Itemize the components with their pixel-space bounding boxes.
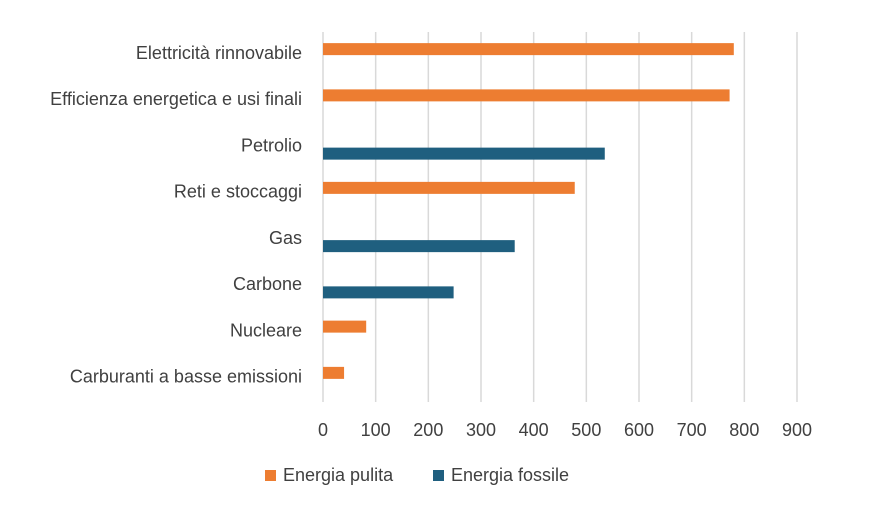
- legend: Energia pulita Energia fossile: [265, 465, 569, 485]
- category-label: Elettricità rinnovabile: [136, 43, 302, 63]
- x-tick-200: 200: [413, 420, 443, 440]
- gridlines: [322, 32, 798, 402]
- category-label: Reti e stoccaggi: [174, 182, 302, 202]
- x-tick-300: 300: [466, 420, 496, 440]
- x-tick-600: 600: [624, 420, 654, 440]
- bar-energia-pulita: [323, 366, 345, 379]
- legend-swatch-energia-fossile: [433, 470, 444, 481]
- bar-energia-pulita: [323, 181, 575, 194]
- category-label: Nucleare: [230, 320, 302, 340]
- category-label: Petrolio: [241, 135, 302, 155]
- bar-energia-pulita: [323, 320, 367, 333]
- x-tick-700: 700: [677, 420, 707, 440]
- bar-energia-pulita: [323, 43, 734, 56]
- bars: [323, 43, 734, 379]
- bar-energia-fossile: [323, 147, 605, 160]
- category-label: Carburanti a basse emissioni: [70, 367, 302, 387]
- x-tick-800: 800: [729, 420, 759, 440]
- x-tick-400: 400: [519, 420, 549, 440]
- category-label: Gas: [269, 228, 302, 248]
- x-tick-labels: 0 100 200 300 400 500 600 700 800 900: [318, 420, 812, 440]
- bar-energia-pulita: [323, 89, 730, 102]
- legend-swatch-energia-pulita: [265, 470, 276, 481]
- bar-energia-fossile: [323, 240, 515, 253]
- x-tick-0: 0: [318, 420, 328, 440]
- x-tick-900: 900: [782, 420, 812, 440]
- category-label: Carbone: [233, 274, 302, 294]
- legend-label-energia-fossile: Energia fossile: [451, 465, 569, 485]
- legend-label-energia-pulita: Energia pulita: [283, 465, 394, 485]
- category-labels: Elettricità rinnovabile Efficienza energe…: [50, 43, 302, 387]
- x-tick-500: 500: [571, 420, 601, 440]
- category-label: Efficienza energetica e usi finali: [50, 89, 302, 109]
- x-tick-100: 100: [361, 420, 391, 440]
- bar-energia-fossile: [323, 286, 454, 299]
